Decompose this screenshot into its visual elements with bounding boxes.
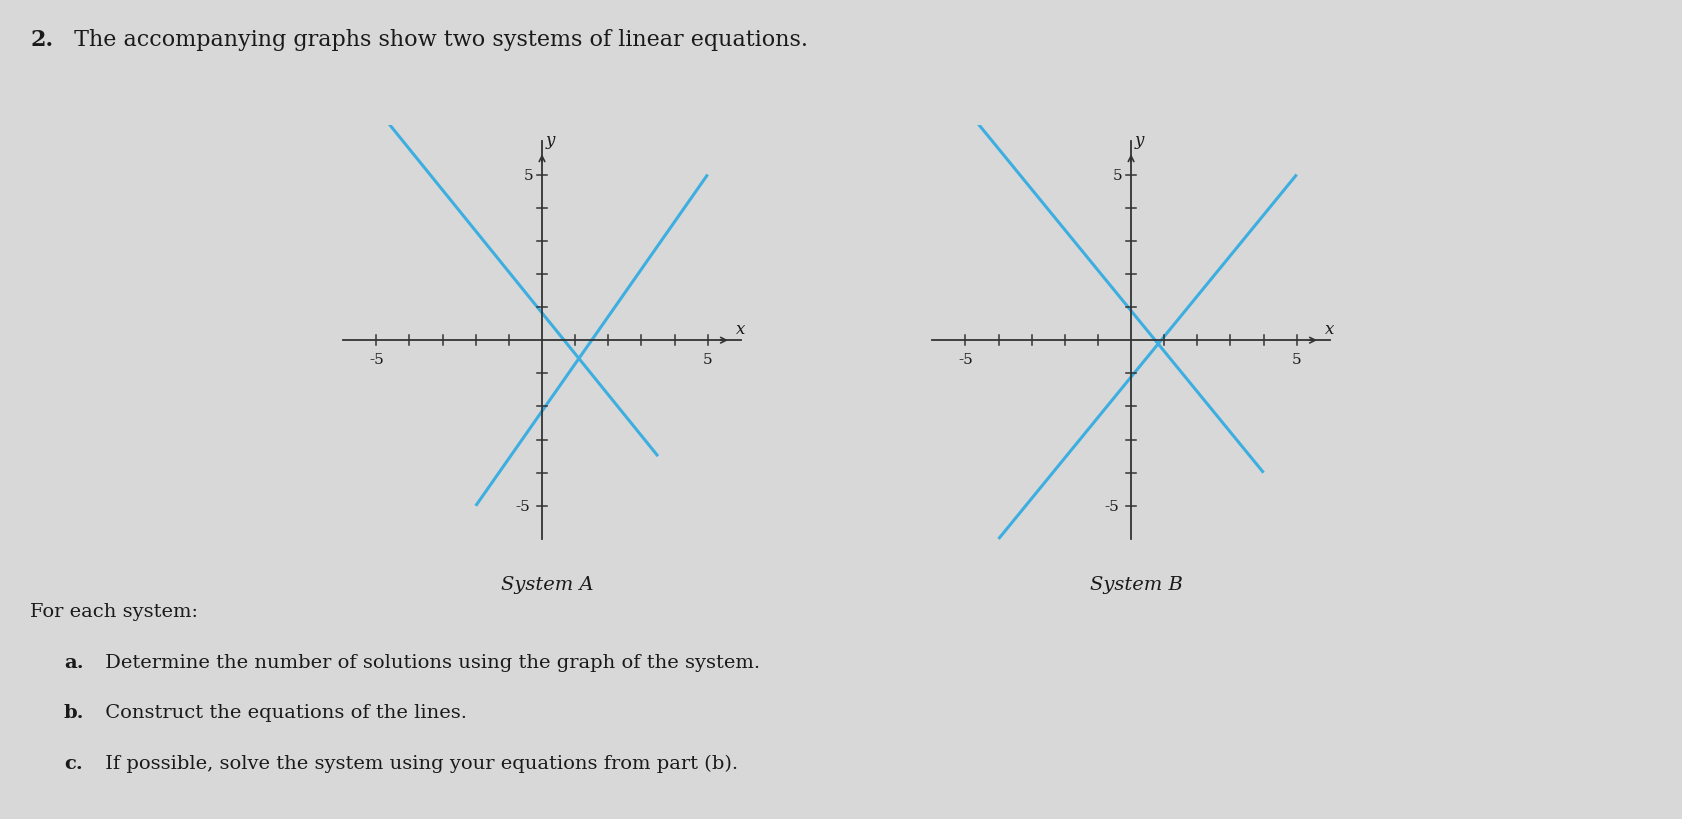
Text: Construct the equations of the lines.: Construct the equations of the lines. bbox=[99, 704, 468, 722]
Text: System B: System B bbox=[1088, 575, 1182, 593]
Text: 2.: 2. bbox=[30, 29, 54, 51]
Text: -5: -5 bbox=[515, 500, 530, 514]
Text: System A: System A bbox=[500, 575, 594, 593]
Text: 5: 5 bbox=[1112, 169, 1122, 183]
Text: -5: -5 bbox=[368, 352, 383, 366]
Text: -5: -5 bbox=[1103, 500, 1119, 514]
Text: 5: 5 bbox=[703, 352, 711, 366]
Text: b.: b. bbox=[64, 704, 84, 722]
Text: x: x bbox=[1324, 320, 1334, 337]
Text: For each system:: For each system: bbox=[30, 602, 198, 620]
Text: x: x bbox=[735, 320, 745, 337]
Text: 5: 5 bbox=[1292, 352, 1300, 366]
Text: y: y bbox=[1134, 132, 1144, 149]
Text: The accompanying graphs show two systems of linear equations.: The accompanying graphs show two systems… bbox=[67, 29, 807, 51]
Text: Determine the number of solutions using the graph of the system.: Determine the number of solutions using … bbox=[99, 653, 760, 671]
Text: 5: 5 bbox=[523, 169, 533, 183]
Text: If possible, solve the system using your equations from part (b).: If possible, solve the system using your… bbox=[99, 754, 738, 772]
Text: y: y bbox=[545, 132, 555, 149]
Text: -5: -5 bbox=[957, 352, 972, 366]
Text: c.: c. bbox=[64, 754, 82, 772]
Text: a.: a. bbox=[64, 653, 84, 671]
